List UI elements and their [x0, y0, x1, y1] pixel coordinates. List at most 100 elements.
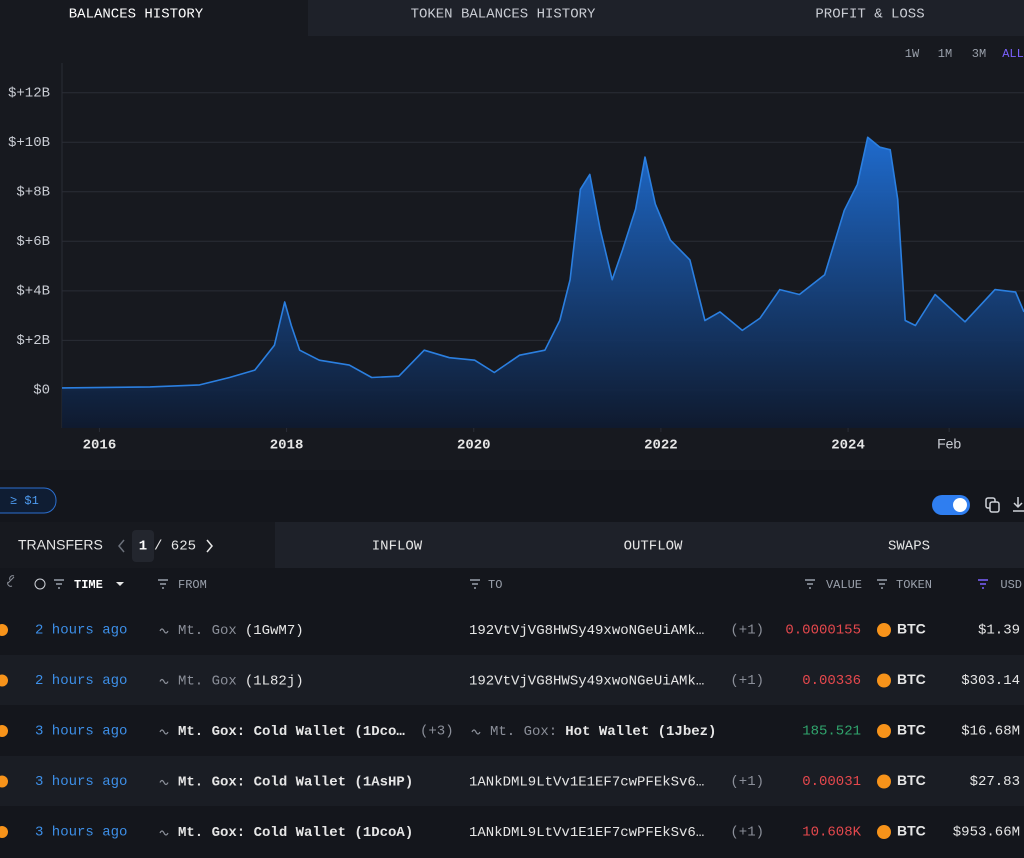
address-part: Mt. Gox: Cold Wallet (1AsHP) [178, 774, 413, 790]
usd: $1.39 [978, 623, 1020, 639]
btc-icon [877, 724, 891, 738]
filter-icon[interactable] [470, 579, 480, 589]
x-tick-label: 2024 [831, 438, 865, 454]
transfer-tab[interactable]: OUTFLOW [624, 539, 683, 555]
address-part: Mt. Gox: Cold Wallet (1Dco… [178, 724, 405, 740]
prev-page[interactable] [118, 539, 125, 553]
filter-text[interactable]: ≥ $1 [10, 494, 39, 508]
btc-icon [0, 624, 8, 636]
address[interactable]: Mt. Gox: Cold Wallet (1Dco… [178, 724, 405, 740]
y-tick-label: $+6B [16, 234, 50, 250]
range-button[interactable]: 1W [905, 47, 920, 61]
address-part: (1GwM7) [245, 623, 304, 639]
plot [62, 136, 1024, 428]
filter-icon[interactable] [877, 579, 887, 589]
address[interactable]: 1ANkDML9LtVv1E1EF7cwPFEkSv6… [469, 774, 704, 790]
from-extra: (+3) [420, 724, 454, 740]
token: BTC [897, 823, 926, 839]
area-fill [62, 137, 1024, 428]
time[interactable]: 3 hours ago [35, 774, 127, 790]
to-extra: (+1) [730, 774, 764, 790]
value: 185.521 [802, 724, 861, 740]
transfer-tab[interactable]: TRANSFERS [18, 537, 103, 553]
token: BTC [897, 722, 926, 738]
x-tick-label: 2020 [457, 438, 491, 454]
time[interactable]: 3 hours ago [35, 724, 127, 740]
entity-icon [159, 678, 169, 685]
value: 0.00031 [802, 774, 861, 790]
address-part: Mt. Gox: Cold Wallet (1DcoA) [178, 825, 413, 841]
filter-pill[interactable] [0, 487, 57, 514]
btc-icon [877, 673, 891, 688]
address[interactable]: Mt. Gox (1GwM7) [178, 623, 304, 639]
column-header[interactable]: USD [1000, 578, 1022, 592]
y-tick-label: $+2B [16, 333, 50, 349]
active-tab[interactable] [0, 0, 308, 36]
page-total: / 625 [154, 539, 196, 555]
btc-icon [0, 826, 8, 838]
y-tick-label: $+12B [8, 85, 50, 101]
time[interactable]: 2 hours ago [35, 623, 127, 639]
address-part: (1L82j) [245, 673, 304, 689]
btc-icon [877, 825, 891, 839]
filter-icon[interactable] [54, 579, 64, 589]
column-header[interactable]: TOKEN [896, 578, 932, 592]
address-part: Hot Wallet (1Jbez) [565, 724, 716, 740]
row-stripe [0, 756, 1024, 806]
filter-icon[interactable] [978, 579, 988, 589]
area-line [62, 136, 1024, 389]
address[interactable]: Mt. Gox: Cold Wallet (1AsHP) [178, 774, 413, 790]
time[interactable]: 3 hours ago [35, 825, 127, 841]
usd: $953.66M [953, 825, 1020, 841]
x-tick-label: 2016 [83, 438, 117, 454]
next-page[interactable] [206, 539, 213, 553]
address[interactable]: 192VtVjVG8HWSy49xwoNGeUiAMk… [469, 623, 704, 639]
page-current: 1 [139, 539, 147, 555]
range-button[interactable]: 1M [938, 47, 952, 61]
x-tick-label: 2018 [270, 438, 304, 454]
token: BTC [897, 671, 926, 687]
transfer-tab[interactable]: SWAPS [888, 539, 930, 555]
token: BTC [897, 772, 926, 788]
filter-icon[interactable] [805, 579, 815, 589]
btc-icon [877, 774, 891, 789]
value: 0.0000155 [785, 623, 861, 639]
btc-icon [877, 623, 891, 637]
link-icon [7, 575, 15, 587]
btc-icon [0, 725, 8, 737]
to-extra: (+1) [730, 623, 764, 639]
usd: $27.83 [970, 774, 1020, 790]
clock-icon [34, 578, 46, 590]
y-tick-label: $0 [33, 383, 50, 399]
download-icon[interactable] [1013, 497, 1024, 512]
token: BTC [897, 621, 926, 637]
address-part: Mt. Gox: [490, 724, 557, 740]
address[interactable]: Mt. Gox: Cold Wallet (1DcoA) [178, 825, 413, 841]
address[interactable]: 1ANkDML9LtVv1E1EF7cwPFEkSv6… [469, 825, 704, 841]
column-header[interactable]: VALUE [826, 578, 862, 592]
column-header[interactable]: TIME [74, 578, 103, 592]
to-extra: (+1) [730, 825, 764, 841]
y-tick-label: $+4B [16, 284, 50, 300]
address-part: 1ANkDML9LtVv1E1EF7cwPFEkSv6… [469, 825, 704, 841]
entity-icon [471, 729, 481, 735]
range-button[interactable]: 3M [972, 47, 986, 61]
tab-label[interactable]: PROFIT & LOSS [815, 7, 924, 23]
filter-icon[interactable] [158, 579, 168, 589]
address[interactable]: Mt. Gox (1L82j) [178, 673, 304, 689]
time[interactable]: 2 hours ago [35, 673, 127, 689]
address-part: Mt. Gox [178, 623, 237, 639]
address[interactable]: 192VtVjVG8HWSy49xwoNGeUiAMk… [469, 673, 704, 689]
address[interactable]: Mt. Gox: Hot Wallet (1Jbez) [490, 724, 716, 740]
tab-label[interactable]: BALANCES HISTORY [69, 7, 204, 23]
column-header[interactable]: TO [488, 578, 502, 592]
range-button[interactable]: ALL [1002, 47, 1024, 61]
tab-label[interactable]: TOKEN BALANCES HISTORY [411, 7, 596, 23]
entity-icon [159, 830, 169, 836]
sort-icon [116, 582, 124, 586]
row-stripe [0, 655, 1024, 705]
address-part: 192VtVjVG8HWSy49xwoNGeUiAMk… [469, 673, 704, 689]
column-header[interactable]: FROM [178, 578, 207, 592]
transfer-tab[interactable]: INFLOW [372, 539, 423, 555]
